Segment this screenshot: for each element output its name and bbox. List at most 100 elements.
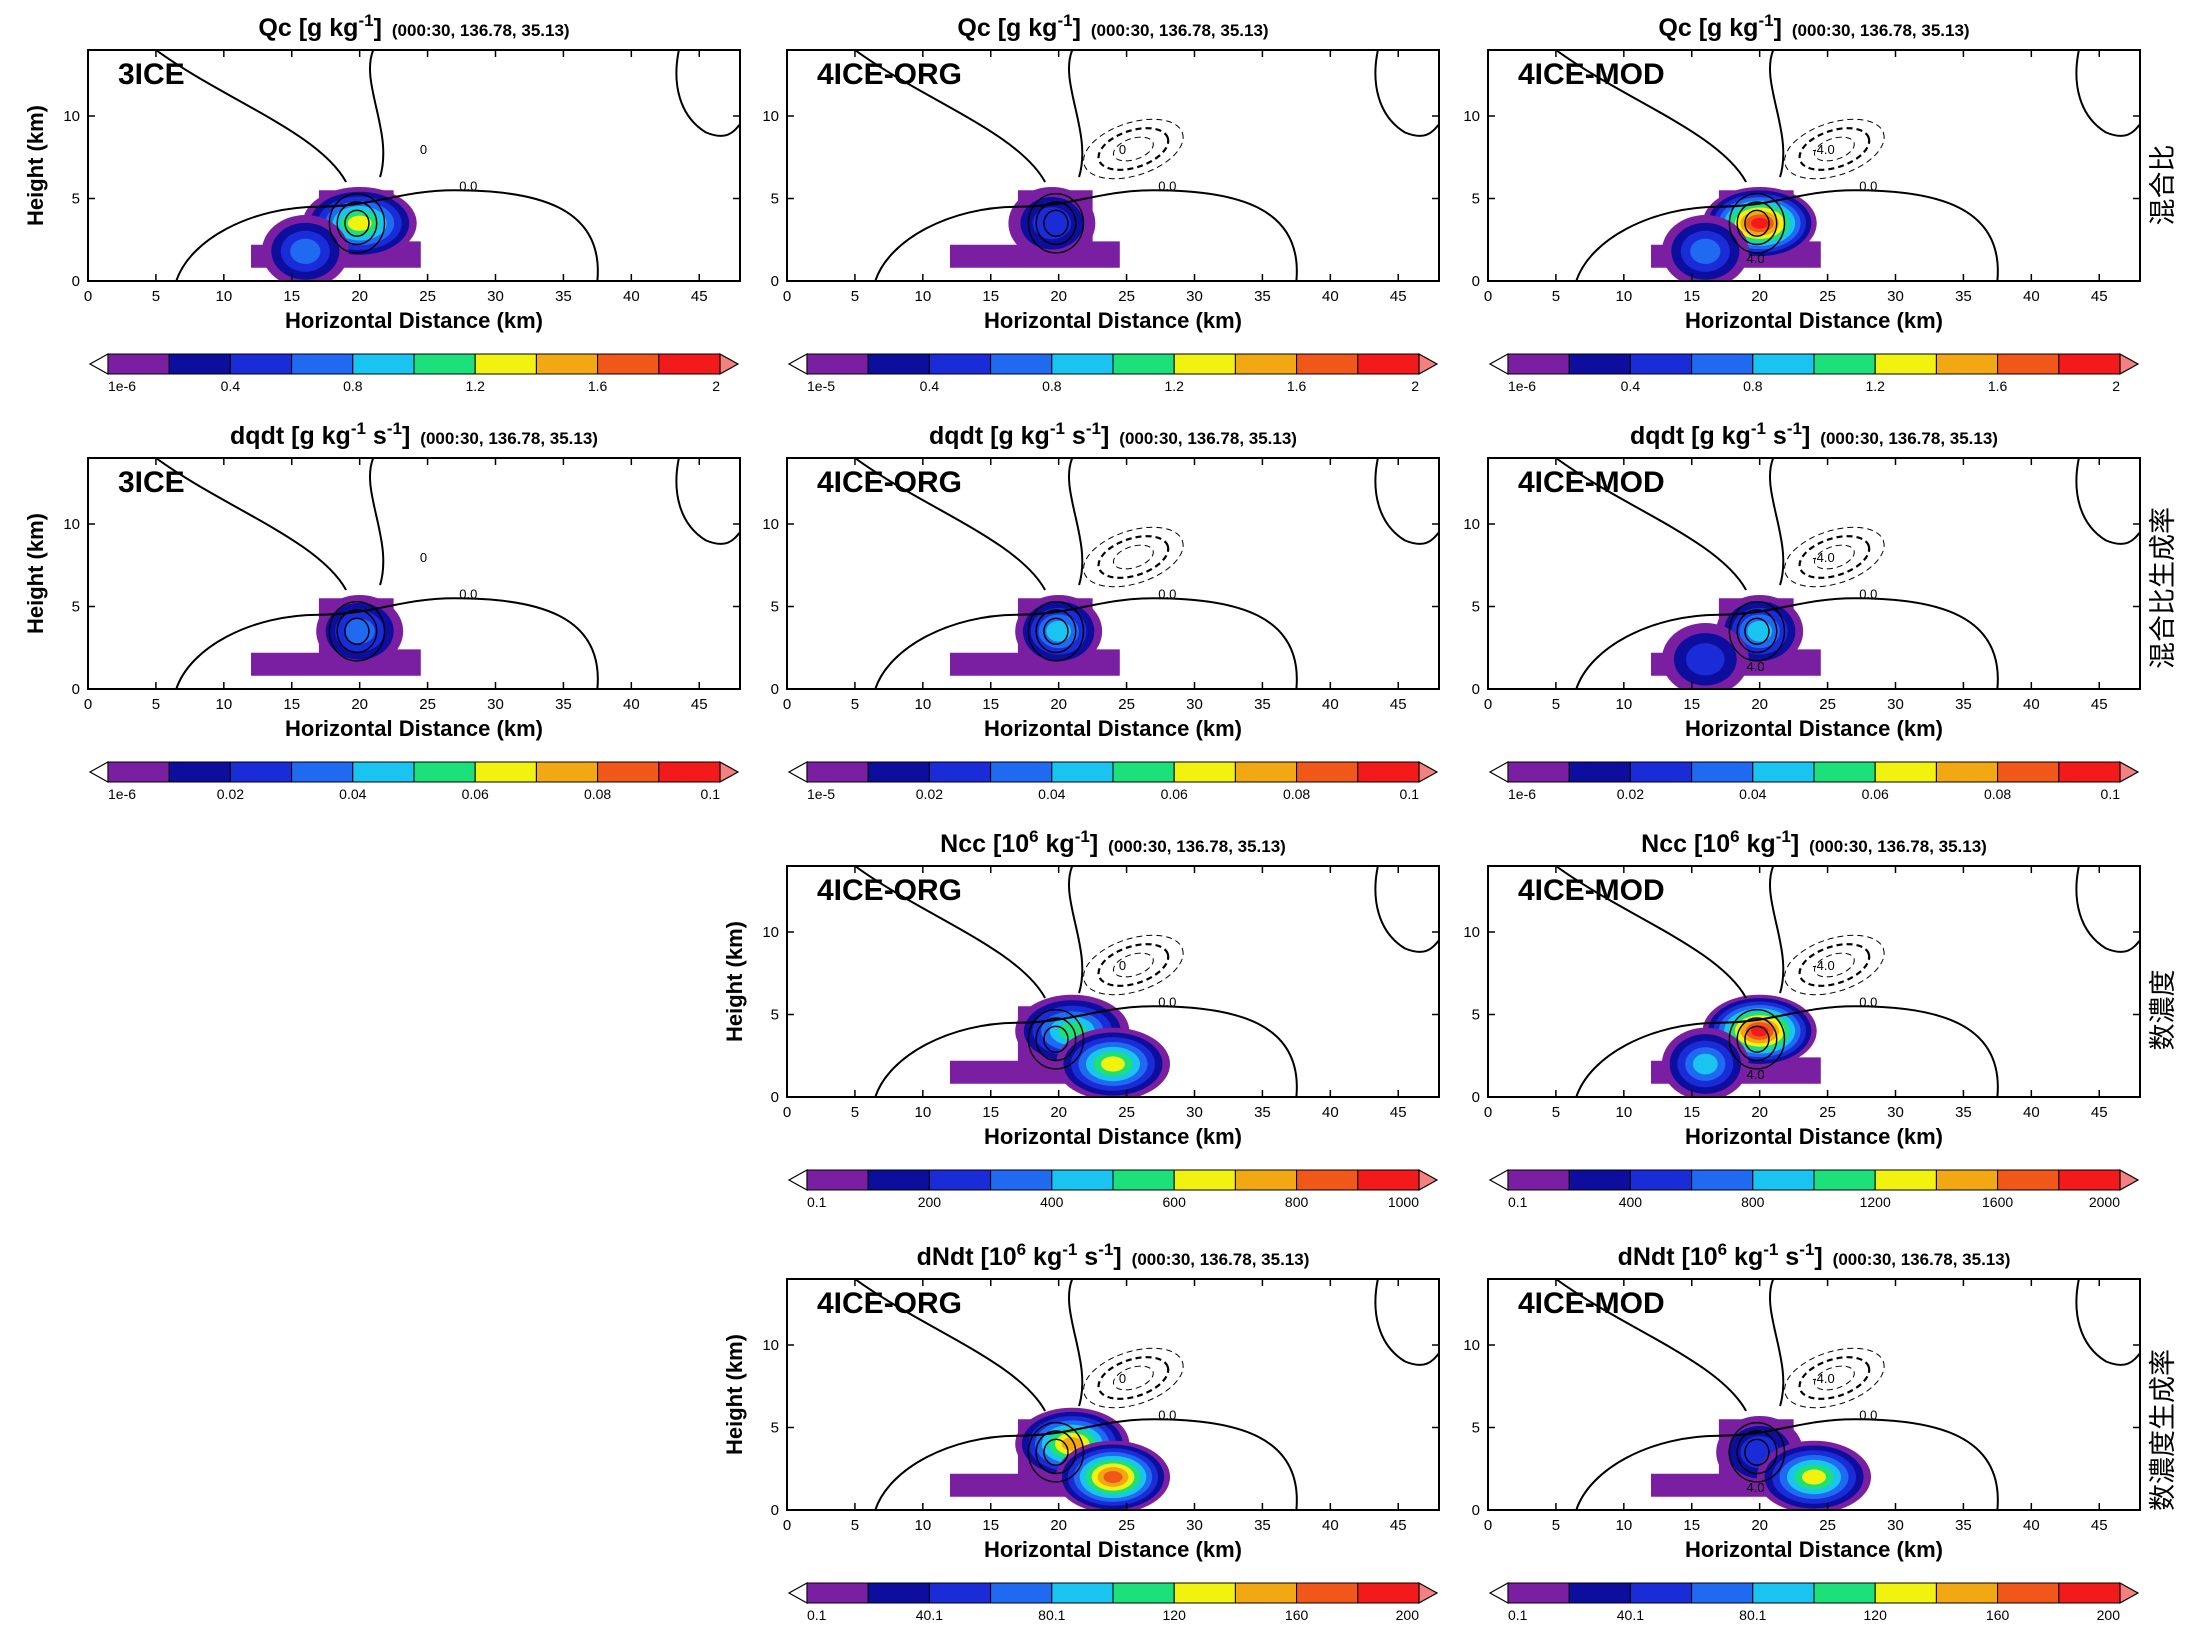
contour-label: 4.0 [1747, 251, 1765, 266]
plot-frame [1487, 1278, 2141, 1511]
colorbar-swatch [1112, 1169, 1175, 1191]
contour-line [854, 458, 1084, 591]
panel-c02: Qc [g kg-1] (000:30, 136.78, 35.13) 0.0 -4.… [1463, 11, 2141, 394]
colorbar-swatch [1997, 761, 2060, 783]
y-tick-label: 0 [1472, 681, 1480, 698]
colorbar-swatch [1752, 1169, 1815, 1191]
x-tick-label: 35 [555, 696, 572, 713]
panel-title: dqdt [g kg-1 s-1] (000:30, 136.78, 35.13) [929, 419, 1297, 450]
y-tick-label: 10 [1463, 516, 1480, 533]
x-tick-label: 15 [1683, 1517, 1700, 1534]
colorbar-swatch [1568, 761, 1631, 783]
x-tick-label: 30 [1186, 1517, 1203, 1534]
contour-line [675, 50, 740, 137]
contour-label: 0 [420, 142, 427, 157]
colorbar-label: 40.1 [1617, 1607, 1644, 1623]
contour-line-dashed [1112, 136, 1154, 162]
colorbar: 1e-6 0.02 0.04 0.06 0.08 0.1 [88, 760, 740, 802]
contour-line [1728, 1421, 1786, 1483]
contour-line [1736, 1430, 1778, 1475]
contour-line-dashed [1813, 952, 1855, 978]
colorbar-swatch [1051, 1169, 1114, 1191]
colorbar-label: 80.1 [1038, 1607, 1065, 1623]
experiment-label: 4ICE-ORG [817, 466, 962, 499]
y-axis-label: Height (km) [23, 105, 48, 226]
colorbar-swatch [1935, 761, 1999, 783]
x-tick-label: 0 [783, 1104, 791, 1121]
x-tick-label: 10 [914, 288, 931, 305]
x-tick-label: 10 [1615, 1517, 1632, 1534]
colorbar-label: 2000 [2089, 1194, 2120, 1210]
contour-line [874, 189, 1298, 281]
colorbar-label: 1600 [1982, 1194, 2013, 1210]
y-tick-label: 5 [1472, 599, 1480, 616]
x-tick-label: 5 [152, 696, 160, 713]
colorbar-swatch [1813, 761, 1876, 783]
colorbar-swatch [597, 761, 660, 783]
colorbar-swatch [1935, 353, 1999, 375]
x-tick-label: 35 [1955, 1517, 1972, 1534]
colorbar-swatch [1173, 761, 1236, 783]
contour-label: 4.0 [1747, 1480, 1765, 1495]
panel-title: Qc [g kg-1] (000:30, 136.78, 35.13) [258, 11, 569, 42]
contour-label: 0 [420, 550, 427, 565]
x-axis-label: Horizontal Distance (km) [1685, 308, 1943, 333]
colorbar-label: 0.1 [701, 786, 721, 802]
colorbar-label: 0.08 [1984, 786, 2011, 802]
colorbar-swatch [1173, 1169, 1236, 1191]
colorbar-label: 2 [712, 378, 720, 394]
experiment-label: 3ICE [118, 466, 185, 499]
x-tick-label: 5 [851, 696, 859, 713]
x-tick-label: 0 [783, 696, 791, 713]
x-tick-label: 20 [1050, 696, 1067, 713]
x-axis-label: Horizontal Distance (km) [984, 308, 1242, 333]
x-tick-label: 10 [914, 696, 931, 713]
panel-subtitle: (000:30, 136.78, 35.13) [1108, 837, 1286, 856]
x-tick-label: 0 [1484, 696, 1492, 713]
contour-line [1744, 209, 1770, 237]
experiment-label: 4ICE-MOD [1518, 58, 1665, 91]
contour-line-dashed [1083, 934, 1184, 996]
row-label: 数濃度生成率 [2148, 1349, 2179, 1511]
contour-line [1035, 201, 1077, 246]
field-level [1686, 643, 1725, 676]
x-tick-label: 5 [152, 288, 160, 305]
colorbar-label: 1200 [1860, 1194, 1891, 1210]
colorbar-swatch [2058, 1169, 2121, 1191]
colorbar-under-arrow [88, 760, 109, 784]
contour-line [1043, 1438, 1069, 1466]
x-tick-label: 25 [1819, 1517, 1836, 1534]
contour-line [328, 192, 386, 254]
colorbar-swatch [413, 353, 476, 375]
colorbar-label: 200 [2097, 1607, 2121, 1623]
colorbar-under-arrow [787, 1168, 808, 1192]
colorbar-swatch [291, 761, 354, 783]
contour-line-dashed [1097, 943, 1170, 987]
x-tick-label: 0 [1484, 1104, 1492, 1121]
contour-line-dashed [1083, 1347, 1184, 1409]
x-tick-label: 15 [1683, 1104, 1700, 1121]
field-level [1103, 1470, 1123, 1484]
x-axis-label: Horizontal Distance (km) [285, 716, 543, 741]
field-level [290, 238, 321, 264]
colorbar-swatch [1112, 761, 1175, 783]
x-tick-label: 45 [691, 696, 708, 713]
colorbar-over-arrow [719, 352, 740, 376]
x-tick-label: 0 [1484, 288, 1492, 305]
x-tick-label: 40 [2023, 288, 2040, 305]
x-tick-label: 5 [1552, 288, 1560, 305]
colorbar-label: 160 [1285, 1607, 1309, 1623]
contour-line [874, 1005, 1298, 1097]
colorbar-swatch [990, 1582, 1053, 1604]
contour-line [155, 458, 385, 591]
colorbar-label: 0.1 [1508, 1194, 1528, 1210]
colorbar-label: 1e-6 [1508, 378, 1536, 394]
colorbar-under-arrow [1488, 1168, 1509, 1192]
field-level [1690, 238, 1721, 264]
row-label: 混合比 [2148, 145, 2179, 226]
x-tick-label: 20 [1751, 1104, 1768, 1121]
colorbar-label: 2 [1411, 378, 1419, 394]
x-tick-label: 30 [1186, 696, 1203, 713]
x-tick-label: 20 [1050, 1104, 1067, 1121]
x-tick-label: 10 [1615, 288, 1632, 305]
